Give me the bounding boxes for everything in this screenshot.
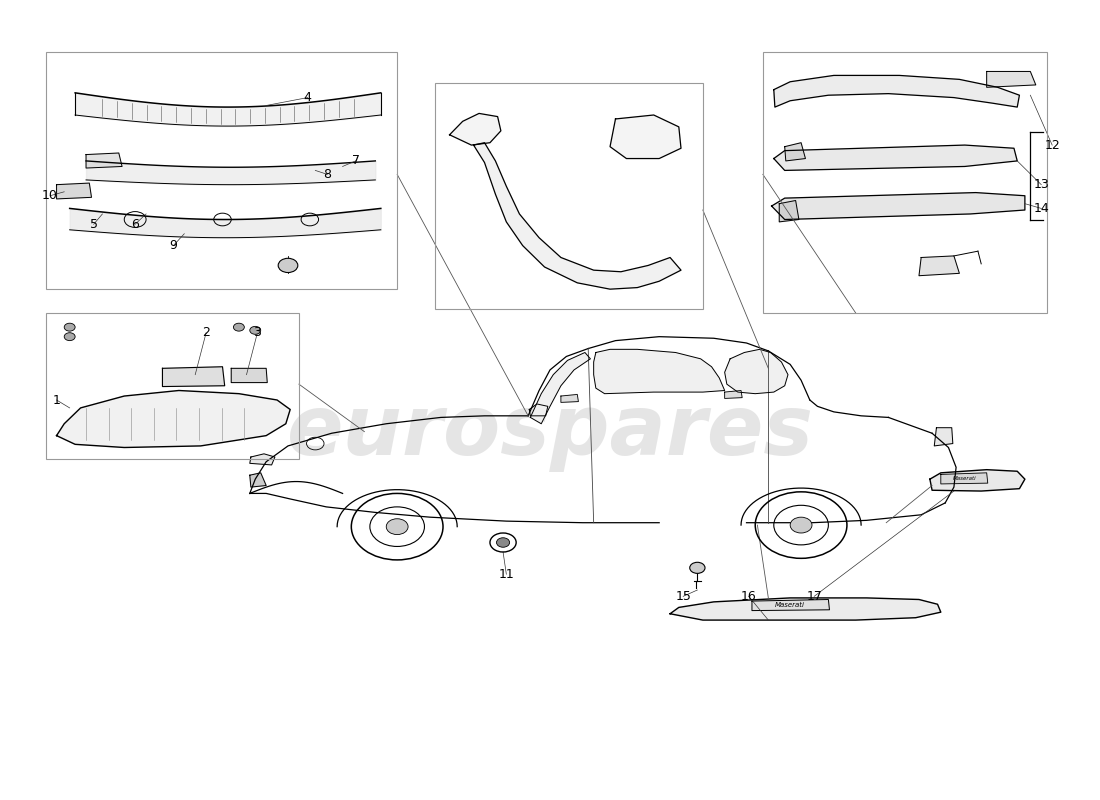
Polygon shape: [250, 454, 275, 465]
Text: 16: 16: [740, 590, 757, 603]
Polygon shape: [771, 193, 1025, 219]
Polygon shape: [86, 153, 122, 168]
Circle shape: [690, 562, 705, 574]
Polygon shape: [530, 353, 591, 424]
Text: 3: 3: [253, 326, 262, 339]
Polygon shape: [773, 75, 1020, 107]
Circle shape: [278, 258, 298, 273]
Text: 6: 6: [131, 218, 139, 230]
Circle shape: [64, 323, 75, 331]
Text: Maserati: Maserati: [953, 476, 977, 481]
Polygon shape: [610, 115, 681, 158]
Polygon shape: [934, 428, 953, 446]
Circle shape: [64, 333, 75, 341]
Text: 7: 7: [352, 154, 360, 167]
Polygon shape: [918, 256, 959, 276]
Text: 14: 14: [1033, 202, 1049, 215]
Text: 8: 8: [323, 168, 331, 181]
Bar: [436, 83, 703, 309]
Circle shape: [496, 538, 509, 547]
Polygon shape: [594, 350, 725, 394]
Polygon shape: [725, 390, 742, 398]
Circle shape: [790, 517, 812, 533]
Text: 12: 12: [1044, 138, 1060, 151]
Polygon shape: [773, 145, 1018, 170]
Polygon shape: [529, 404, 548, 416]
Polygon shape: [163, 366, 224, 386]
Text: 1: 1: [53, 394, 60, 406]
Polygon shape: [450, 114, 500, 145]
Text: 17: 17: [806, 590, 822, 603]
Text: 15: 15: [675, 590, 691, 603]
Polygon shape: [930, 470, 1025, 491]
Polygon shape: [670, 598, 940, 620]
Text: Maserati: Maserati: [776, 602, 805, 608]
Text: eurospares: eurospares: [286, 391, 814, 472]
Polygon shape: [784, 142, 805, 161]
Text: 13: 13: [1033, 178, 1049, 191]
Text: 10: 10: [42, 190, 58, 202]
Circle shape: [386, 518, 408, 534]
Polygon shape: [56, 183, 91, 199]
Bar: [763, 52, 1047, 313]
Text: 5: 5: [90, 218, 98, 230]
Polygon shape: [779, 201, 799, 222]
Text: 4: 4: [304, 91, 311, 104]
Polygon shape: [231, 368, 267, 382]
Polygon shape: [940, 473, 988, 484]
Bar: [45, 52, 397, 289]
Text: 9: 9: [169, 239, 177, 252]
Text: 2: 2: [202, 326, 210, 339]
Text: 11: 11: [498, 568, 514, 581]
Polygon shape: [474, 142, 681, 289]
Bar: [45, 313, 299, 459]
Polygon shape: [987, 71, 1036, 87]
Polygon shape: [56, 390, 290, 447]
Polygon shape: [752, 599, 829, 610]
Circle shape: [233, 323, 244, 331]
Polygon shape: [250, 473, 266, 487]
Polygon shape: [561, 394, 579, 402]
Polygon shape: [725, 350, 788, 394]
Circle shape: [250, 326, 261, 334]
